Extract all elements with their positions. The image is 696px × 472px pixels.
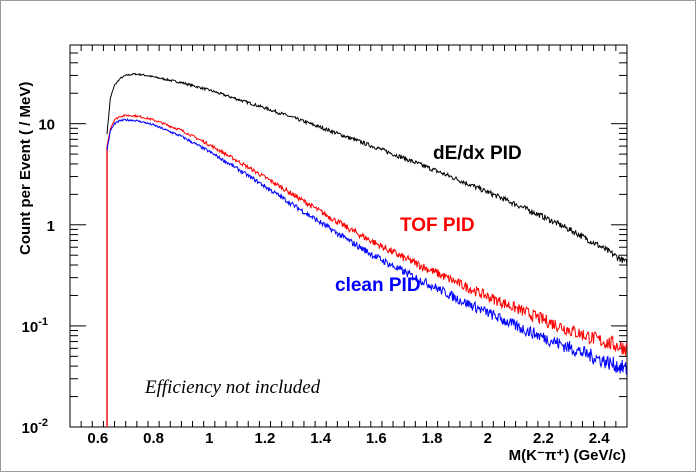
x-tick-label: 1 <box>205 430 213 447</box>
plot-area <box>69 44 628 428</box>
y-tick-label: 10-1 <box>22 316 48 336</box>
x-tick-label: 2 <box>484 430 492 447</box>
x-tick-label: 1.4 <box>310 430 332 447</box>
series-line-1 <box>106 113 628 356</box>
x-tick-label: 2.2 <box>533 430 554 447</box>
annotation-efficiency: Efficiency not included <box>144 377 321 398</box>
series-line-0 <box>106 72 628 266</box>
x-axis-label: M(K⁻π⁺) (GeV/c) <box>509 447 626 464</box>
annotation-tof: TOF PID <box>400 215 475 236</box>
x-tick-label: 0.6 <box>87 430 108 447</box>
x-tick-label: 1.2 <box>255 430 276 447</box>
y-tick-label: 1 <box>47 218 55 235</box>
annotation-dedx: dE/dx PID <box>433 143 522 164</box>
y-tick-label: 10-2 <box>22 417 48 437</box>
x-tick-label: 1.6 <box>366 430 387 447</box>
x-tick-label: 0.8 <box>143 430 164 447</box>
y-axis-label: Count per Event ( / MeV) <box>17 82 34 255</box>
annotation-clean: clean PID <box>335 275 421 296</box>
y-tick-label: 10 <box>38 117 55 134</box>
series-group <box>106 72 628 427</box>
series-line-2 <box>106 118 628 375</box>
x-tick-label: 2.4 <box>589 430 611 447</box>
x-tick-label: 1.8 <box>422 430 443 447</box>
